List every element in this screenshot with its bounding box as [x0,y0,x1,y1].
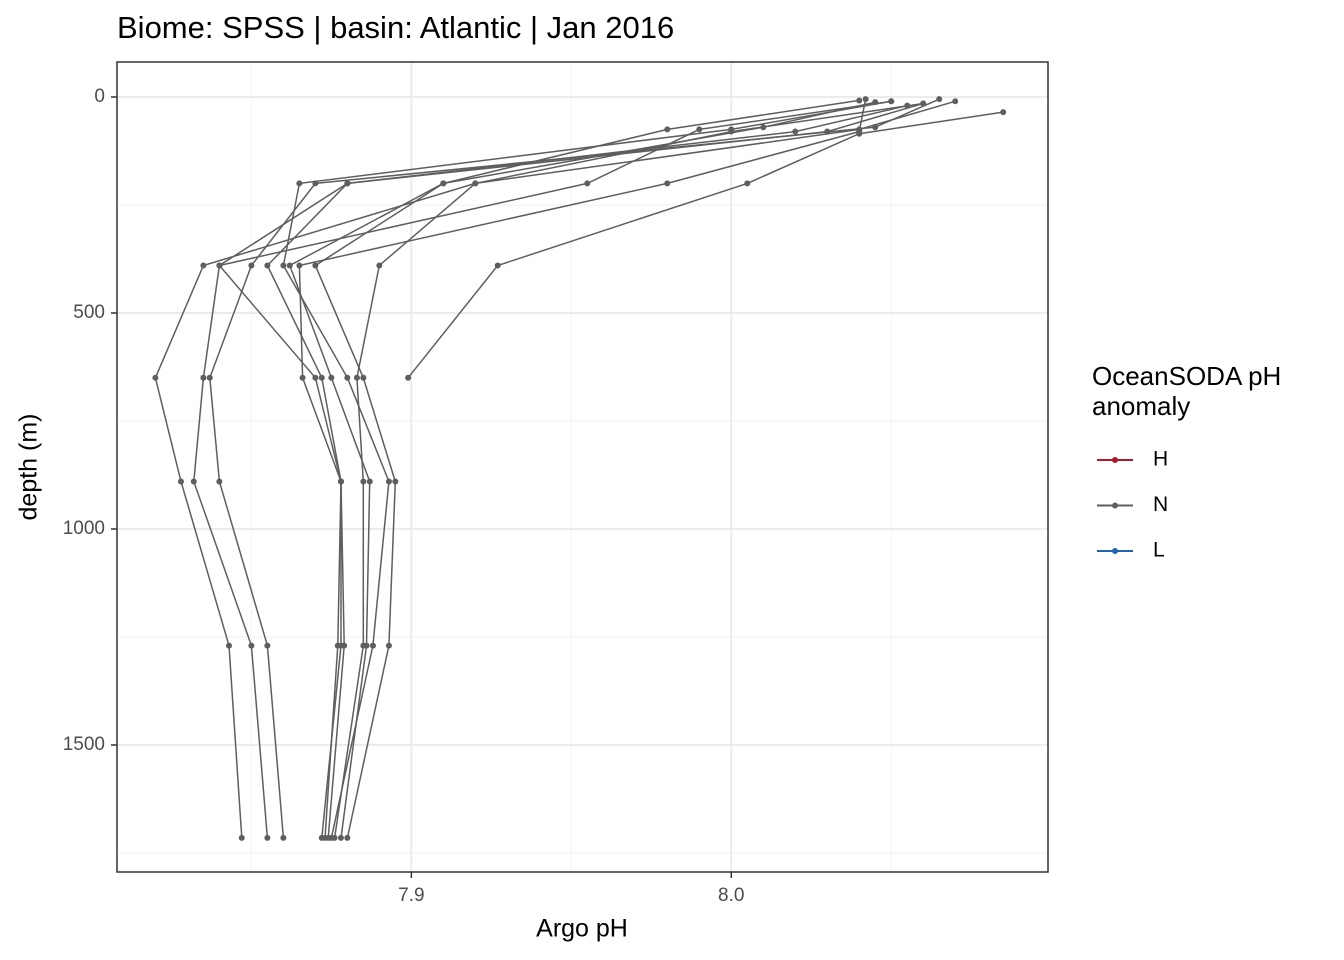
profile-point [341,642,348,649]
profile-point [318,374,325,381]
profile-line [333,102,924,839]
profile-point [152,374,159,381]
profile-point [366,478,373,485]
profile-point [952,98,959,105]
profile-point [286,262,293,269]
profile-point [248,262,255,269]
profile-point [872,124,879,131]
profile-point [206,374,213,381]
profile-point [856,128,863,135]
y-tick-label: 1500 [63,734,105,755]
profile-line [282,100,892,839]
profile-point [792,128,799,135]
profile-point [744,180,751,187]
profile-point [177,478,184,485]
legend-label: H [1153,448,1168,471]
profile-point [238,834,245,841]
x-tick-label: 8.0 [718,885,744,906]
profile-point [216,478,223,485]
profile-point [494,262,501,269]
profile-point [280,834,287,841]
legend-point [1112,457,1118,463]
legend-title: OceanSODA pH [1092,361,1281,391]
profile-point [331,834,338,841]
profile-point [296,262,303,269]
profile-point [936,96,943,103]
profile-point [728,128,735,135]
profile-point [334,642,341,649]
profile-point [200,262,207,269]
y-tick-label: 0 [94,86,105,107]
profile-point [312,262,319,269]
profile-point [385,642,392,649]
profile-point [472,180,479,187]
profile-point [664,126,671,133]
legend-label: L [1153,539,1165,562]
profile-point [856,97,863,104]
profile-point [1000,109,1007,116]
profile-point [264,642,271,649]
profile-point [264,834,271,841]
legend-title: anomaly [1092,391,1190,421]
profile-point [888,98,895,105]
legend-point [1112,502,1118,509]
profile-point [920,100,927,107]
plot-border [116,61,1049,873]
chart-title: Biome: SPSS | basin: Atlantic | Jan 2016 [117,10,674,45]
profile-point [296,180,303,187]
profile-point [200,374,207,381]
y-tick-label: 1000 [63,518,105,539]
profile-line [314,99,860,839]
profile-point [190,478,197,485]
profile-point [862,96,869,103]
profile-point [264,262,271,269]
profile-point [280,262,287,269]
profile-line [266,104,908,838]
profile-line [298,99,867,838]
x-axis-label: Argo pH [536,915,628,943]
profile-point [248,642,255,649]
profile-point [312,374,319,381]
profile-line [209,98,940,838]
profile-point [325,834,332,841]
profile-line [154,100,956,838]
y-tick-label: 500 [73,302,105,323]
profile-point [584,180,591,187]
profile-point [405,374,412,381]
profile-point [344,374,351,381]
profile-point [664,180,671,187]
profile-point [360,642,367,649]
x-tick-label: 7.9 [398,885,424,906]
legend-point [1112,548,1118,554]
profile-point [385,478,392,485]
profile-point [225,642,232,649]
profile-point [369,642,376,649]
profile-point [376,262,383,269]
profile-point [353,374,360,381]
profile-point [299,374,306,381]
profile-point [216,262,223,269]
profile-point [440,180,447,187]
profile-point [328,374,335,381]
profile-point [360,374,367,381]
profile-point [337,478,344,485]
y-axis-label: depth (m) [15,414,43,521]
legend-label: N [1153,493,1168,516]
profile-point [337,834,344,841]
profile-point [392,478,399,485]
profile-point [360,478,367,485]
profile-line [218,100,892,838]
profile-point [344,180,351,187]
profile-point [696,126,703,133]
profile-point [344,834,351,841]
